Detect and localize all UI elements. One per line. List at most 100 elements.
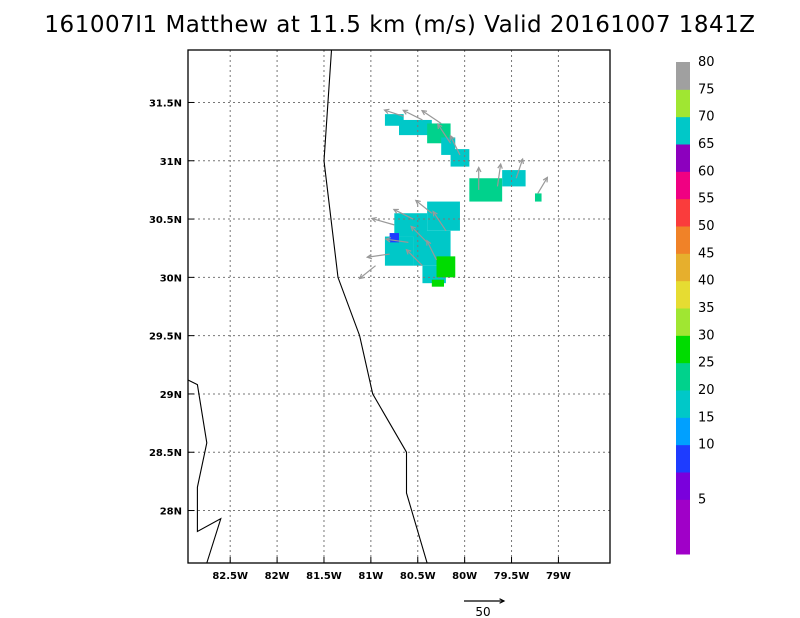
colorbar-label: 45 [698,246,715,261]
vector-shaft [432,211,447,232]
vector-shaft [384,109,404,118]
lat-tick-label: 30N [160,273,182,284]
lat-tick-label: 29.5N [149,332,182,343]
lat-lon-grid [188,50,610,563]
reference-label: 50 [475,605,490,618]
wind-cell [389,233,399,243]
vector-head [370,216,377,223]
lon-tick-label: 79W [546,571,571,582]
vector-head [497,162,503,169]
reference-arrow [464,598,506,604]
map-frame [187,49,611,564]
lon-tick-label: 80W [452,571,477,582]
wind-vector [402,109,423,121]
wind-cell [469,178,503,202]
vector-head [542,176,549,183]
vector-shaft [410,225,428,243]
vector-head [499,598,506,604]
lon-tick-label: 80.5W [400,571,436,582]
wind-cell [534,193,542,202]
colorbar-swatch [676,417,690,446]
lon-tick-label: 82.5W [212,571,248,582]
wind-vector [405,248,423,267]
wind-vector [420,109,442,124]
colorbar-label: 80 [698,55,715,70]
vector-shaft [359,265,376,279]
colorbar-label: 15 [698,410,715,425]
vector-shaft [437,123,452,144]
wind-vector [410,225,428,243]
colorbar-label: 40 [698,274,715,289]
colorbar-swatch [676,499,690,528]
map-title: 161007I1 Matthew at 11.5 km (m/s) Valid … [44,12,756,38]
vector-shaft [537,177,548,194]
lon-tick-label: 79.5W [494,571,530,582]
wind-vector [426,239,438,261]
lat-tick-label: 31N [160,157,182,168]
lon-tick-label: 81.5W [306,571,342,582]
vector-head [365,253,373,260]
wind-cell [384,114,404,126]
colorbar-swatch [676,144,690,172]
wind-vector [437,122,452,144]
wind-cell [450,149,470,167]
colorbar-label: 65 [698,137,715,152]
lat-tick-label: 30.5N [149,215,182,226]
wind-vector [475,166,482,190]
colorbar-label: 30 [698,328,715,343]
vector-shaft [402,109,423,121]
vector-shaft [393,208,414,220]
colorbar: 5 10 15 20 25 30 35 40 45 50 55 60 65 70 75 80 [676,55,715,555]
colorbar-label: 55 [698,192,715,207]
vector-shaft [367,253,390,258]
colorbar-label: 75 [698,82,715,97]
colorbar-swatch [676,308,690,336]
vector-shaft [371,217,395,226]
colorbar-label: 70 [698,110,715,125]
lat-tick-label: 28N [160,507,182,518]
vector-shaft [421,110,442,124]
vector-head [402,109,409,115]
wind-vector [432,210,447,232]
vector-head [410,225,417,232]
colorbar-swatch [676,89,690,118]
wind-vector [358,265,376,280]
wind-vectors-layer [358,108,549,280]
reference-vector: 50 [464,598,506,618]
vector-head [384,236,391,243]
vector-head [420,109,428,116]
vector-head [358,273,365,280]
vector-head [383,108,390,115]
vector-head [449,134,455,141]
colorbar-swatch [676,116,690,145]
wind-cell [436,256,456,278]
lat-tick-label: 29N [160,390,182,401]
vector-head [426,239,432,246]
wind-cell [427,201,460,231]
wind-vector [365,253,390,260]
vector-shaft [426,240,438,261]
vector-shaft [415,199,433,214]
wind-cell [502,170,526,187]
vector-head [518,157,524,165]
wind-vector [537,176,549,194]
wind-vector [383,108,404,118]
colorbar-label: 25 [698,356,715,371]
wind-vector [392,208,414,220]
colorbar-swatch [676,444,690,473]
vector-shaft [449,135,461,156]
coastline-layer [187,49,428,564]
colorbar-label: 60 [698,164,715,179]
colorbar-swatch [676,253,690,282]
colorbar-swatch [676,472,690,500]
wind-vector [449,134,461,156]
colorbar-swatch [676,526,690,555]
lat-tick-label: 28.5N [149,448,182,459]
colorbar-swatch [676,390,690,418]
colorbar-label: 5 [698,492,706,507]
lon-tick-label: 81W [358,571,383,582]
colorbar-label: 20 [698,383,715,398]
vector-shaft [406,249,423,267]
wind-vector [414,199,433,214]
